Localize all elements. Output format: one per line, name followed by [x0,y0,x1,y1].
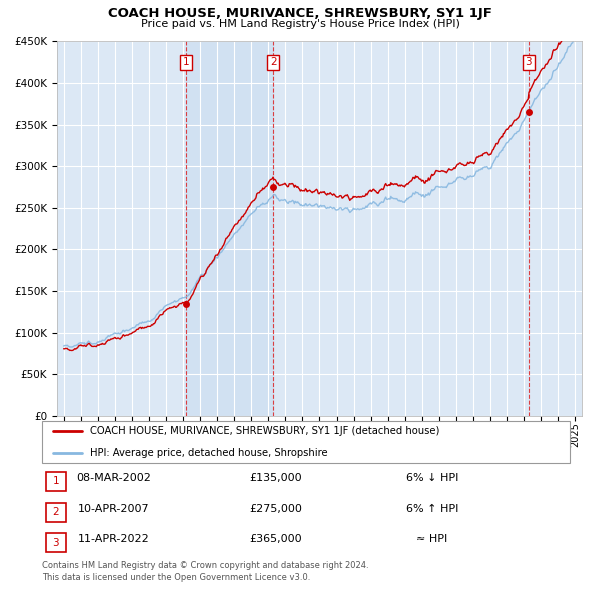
Text: 1: 1 [52,477,59,486]
FancyBboxPatch shape [46,533,66,552]
Text: 10-APR-2007: 10-APR-2007 [78,504,150,513]
Text: COACH HOUSE, MURIVANCE, SHREWSBURY, SY1 1JF: COACH HOUSE, MURIVANCE, SHREWSBURY, SY1 … [108,7,492,20]
Text: HPI: Average price, detached house, Shropshire: HPI: Average price, detached house, Shro… [89,448,327,457]
Text: 2: 2 [52,507,59,517]
Text: 2: 2 [270,57,277,67]
Bar [187,41,273,416]
Text: 6% ↑ HPI: 6% ↑ HPI [406,504,458,513]
Text: 1: 1 [183,57,190,67]
Text: 11-APR-2022: 11-APR-2022 [78,535,150,544]
FancyBboxPatch shape [46,472,66,491]
Text: Contains HM Land Registry data © Crown copyright and database right 2024.: Contains HM Land Registry data © Crown c… [42,561,368,570]
Text: 08-MAR-2002: 08-MAR-2002 [77,473,151,483]
FancyBboxPatch shape [42,421,570,463]
Text: This data is licensed under the Open Government Licence v3.0.: This data is licensed under the Open Gov… [42,573,310,582]
FancyBboxPatch shape [46,503,66,522]
Text: ≈ HPI: ≈ HPI [416,535,448,544]
Text: £275,000: £275,000 [250,504,302,513]
Text: 6% ↓ HPI: 6% ↓ HPI [406,473,458,483]
Text: COACH HOUSE, MURIVANCE, SHREWSBURY, SY1 1JF (detached house): COACH HOUSE, MURIVANCE, SHREWSBURY, SY1 … [89,427,439,436]
Text: 3: 3 [52,538,59,548]
Text: 3: 3 [526,57,532,67]
Text: £135,000: £135,000 [250,473,302,483]
Text: £365,000: £365,000 [250,535,302,544]
Text: Price paid vs. HM Land Registry's House Price Index (HPI): Price paid vs. HM Land Registry's House … [140,19,460,30]
